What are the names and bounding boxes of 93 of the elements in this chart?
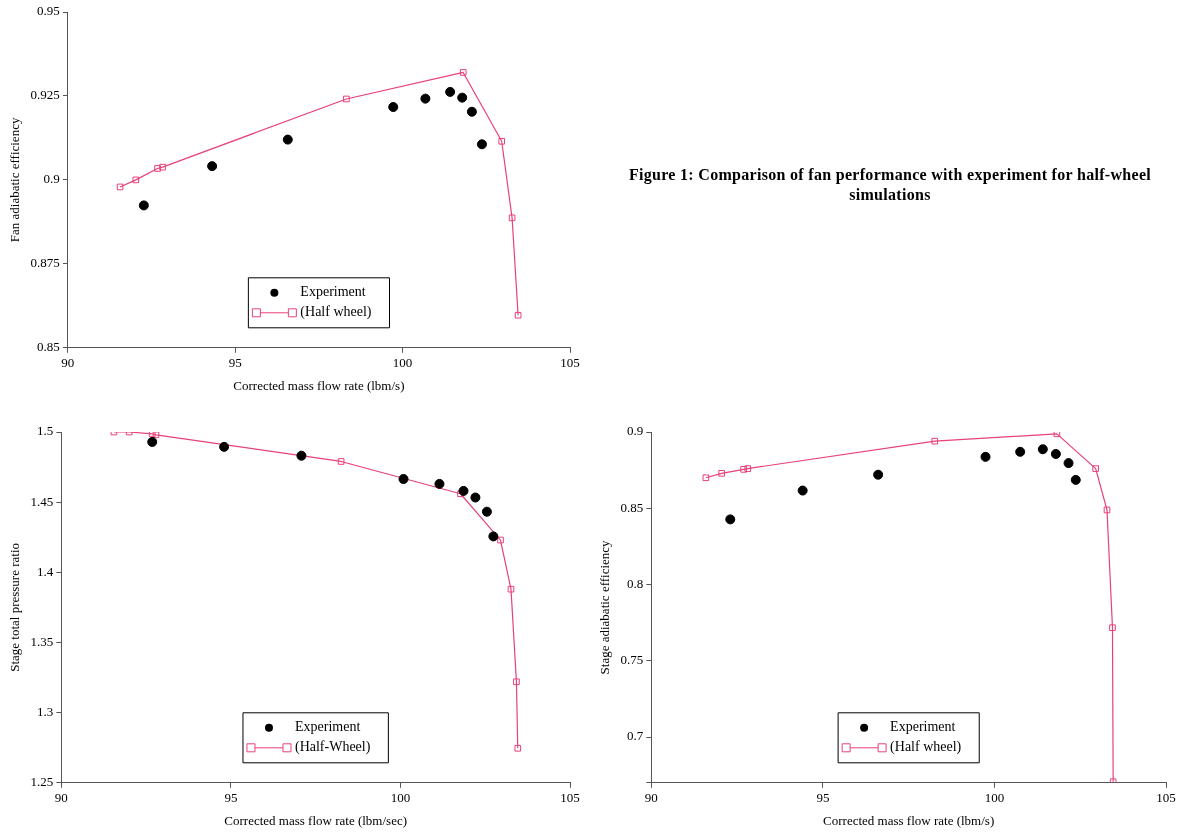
point bbox=[488, 531, 499, 542]
y-axis-title: Fan adiabatic efficiency bbox=[7, 117, 23, 243]
point bbox=[514, 311, 522, 319]
legend-label: (Half wheel) bbox=[890, 739, 962, 756]
y-tick-label: 0.875 bbox=[30, 255, 60, 271]
point bbox=[797, 485, 808, 496]
point bbox=[744, 465, 752, 472]
y-tick-label: 1.5 bbox=[37, 423, 54, 439]
point bbox=[152, 432, 160, 439]
point bbox=[1053, 432, 1061, 438]
legend-label: Experiment bbox=[300, 284, 366, 300]
point bbox=[931, 437, 939, 445]
point bbox=[718, 470, 726, 477]
point bbox=[154, 165, 161, 172]
point bbox=[466, 106, 477, 117]
x-tick-label: 105 bbox=[1156, 790, 1176, 806]
point bbox=[873, 469, 884, 480]
y-tick-label: 0.9 bbox=[627, 423, 644, 439]
point bbox=[458, 485, 469, 496]
caption: Figure 1: Comparison of fan performance with experiment for half-wheel simulations bbox=[627, 165, 1153, 205]
point bbox=[481, 506, 492, 517]
point bbox=[132, 176, 140, 184]
point bbox=[702, 474, 710, 482]
y-tick-label: 0.95 bbox=[37, 3, 60, 19]
point bbox=[1092, 465, 1099, 472]
x-tick-label: 100 bbox=[984, 790, 1005, 806]
point bbox=[476, 139, 487, 150]
x-tick-label: 95 bbox=[224, 790, 238, 806]
y-tick-label: 1.4 bbox=[37, 563, 54, 579]
point bbox=[282, 134, 293, 145]
point bbox=[498, 137, 506, 145]
x-tick-label: 90 bbox=[54, 790, 68, 806]
point bbox=[434, 478, 445, 489]
point bbox=[343, 95, 350, 103]
point bbox=[420, 93, 431, 104]
point bbox=[1109, 624, 1116, 632]
y-tick-label: 0.8 bbox=[627, 575, 644, 591]
legend-label: Experiment bbox=[294, 719, 361, 735]
point bbox=[507, 585, 515, 593]
x-tick-label: 95 bbox=[816, 790, 830, 806]
point bbox=[508, 214, 516, 222]
y-tick-label: 1.25 bbox=[30, 774, 54, 790]
x-tick-label: 100 bbox=[392, 355, 413, 371]
point bbox=[470, 492, 481, 503]
point bbox=[296, 450, 307, 461]
x-tick-label: 90 bbox=[644, 790, 658, 806]
legend-label: (Half-Wheel) bbox=[294, 739, 371, 756]
x-tick-label: 95 bbox=[228, 355, 242, 371]
point bbox=[147, 436, 158, 447]
x-axis-title: Corrected mass flow rate (lbm/s) bbox=[233, 377, 405, 393]
point bbox=[138, 200, 149, 211]
point bbox=[497, 536, 504, 544]
point bbox=[980, 451, 991, 462]
point bbox=[337, 458, 345, 465]
point bbox=[445, 86, 456, 97]
point bbox=[1070, 474, 1081, 485]
point bbox=[513, 678, 520, 686]
y-axis-title: Stage adiabatic efficiency bbox=[597, 539, 613, 675]
y-axis-title: Stage total pressure ratio bbox=[7, 542, 23, 672]
legend-label: (Half wheel) bbox=[300, 304, 372, 321]
y-tick-label: 0.85 bbox=[37, 339, 60, 355]
point bbox=[459, 69, 467, 76]
point bbox=[1015, 446, 1026, 457]
y-tick-label: 0.925 bbox=[30, 87, 60, 103]
y-tick-label: 0.7 bbox=[627, 728, 644, 744]
point bbox=[457, 92, 468, 103]
point bbox=[398, 474, 409, 485]
y-tick-label: 0.75 bbox=[620, 652, 644, 668]
y-tick-label: 1.35 bbox=[30, 633, 54, 649]
point bbox=[514, 744, 522, 752]
x-tick-label: 100 bbox=[390, 790, 411, 806]
y-tick-label: 1.45 bbox=[30, 493, 54, 509]
x-axis-title: Corrected mass flow rate (lbm/sec) bbox=[224, 812, 407, 828]
x-tick-label: 90 bbox=[61, 355, 75, 371]
legend-label: Experiment bbox=[890, 719, 956, 735]
point bbox=[159, 163, 166, 171]
point bbox=[740, 466, 747, 473]
point bbox=[457, 490, 464, 498]
point bbox=[725, 514, 736, 525]
point bbox=[1037, 444, 1048, 455]
point bbox=[219, 441, 230, 452]
x-tick-label: 105 bbox=[560, 790, 580, 806]
y-tick-label: 0.85 bbox=[620, 499, 644, 515]
point bbox=[1103, 506, 1111, 514]
point bbox=[1050, 448, 1061, 459]
x-axis-title: Corrected mass flow rate (lbm/s) bbox=[823, 812, 995, 828]
point bbox=[116, 183, 124, 191]
y-tick-label: 0.9 bbox=[43, 171, 60, 187]
y-tick-label: 1.3 bbox=[37, 704, 54, 720]
point bbox=[388, 102, 399, 113]
point bbox=[207, 161, 218, 172]
point bbox=[1063, 458, 1074, 469]
x-tick-label: 105 bbox=[560, 355, 580, 371]
